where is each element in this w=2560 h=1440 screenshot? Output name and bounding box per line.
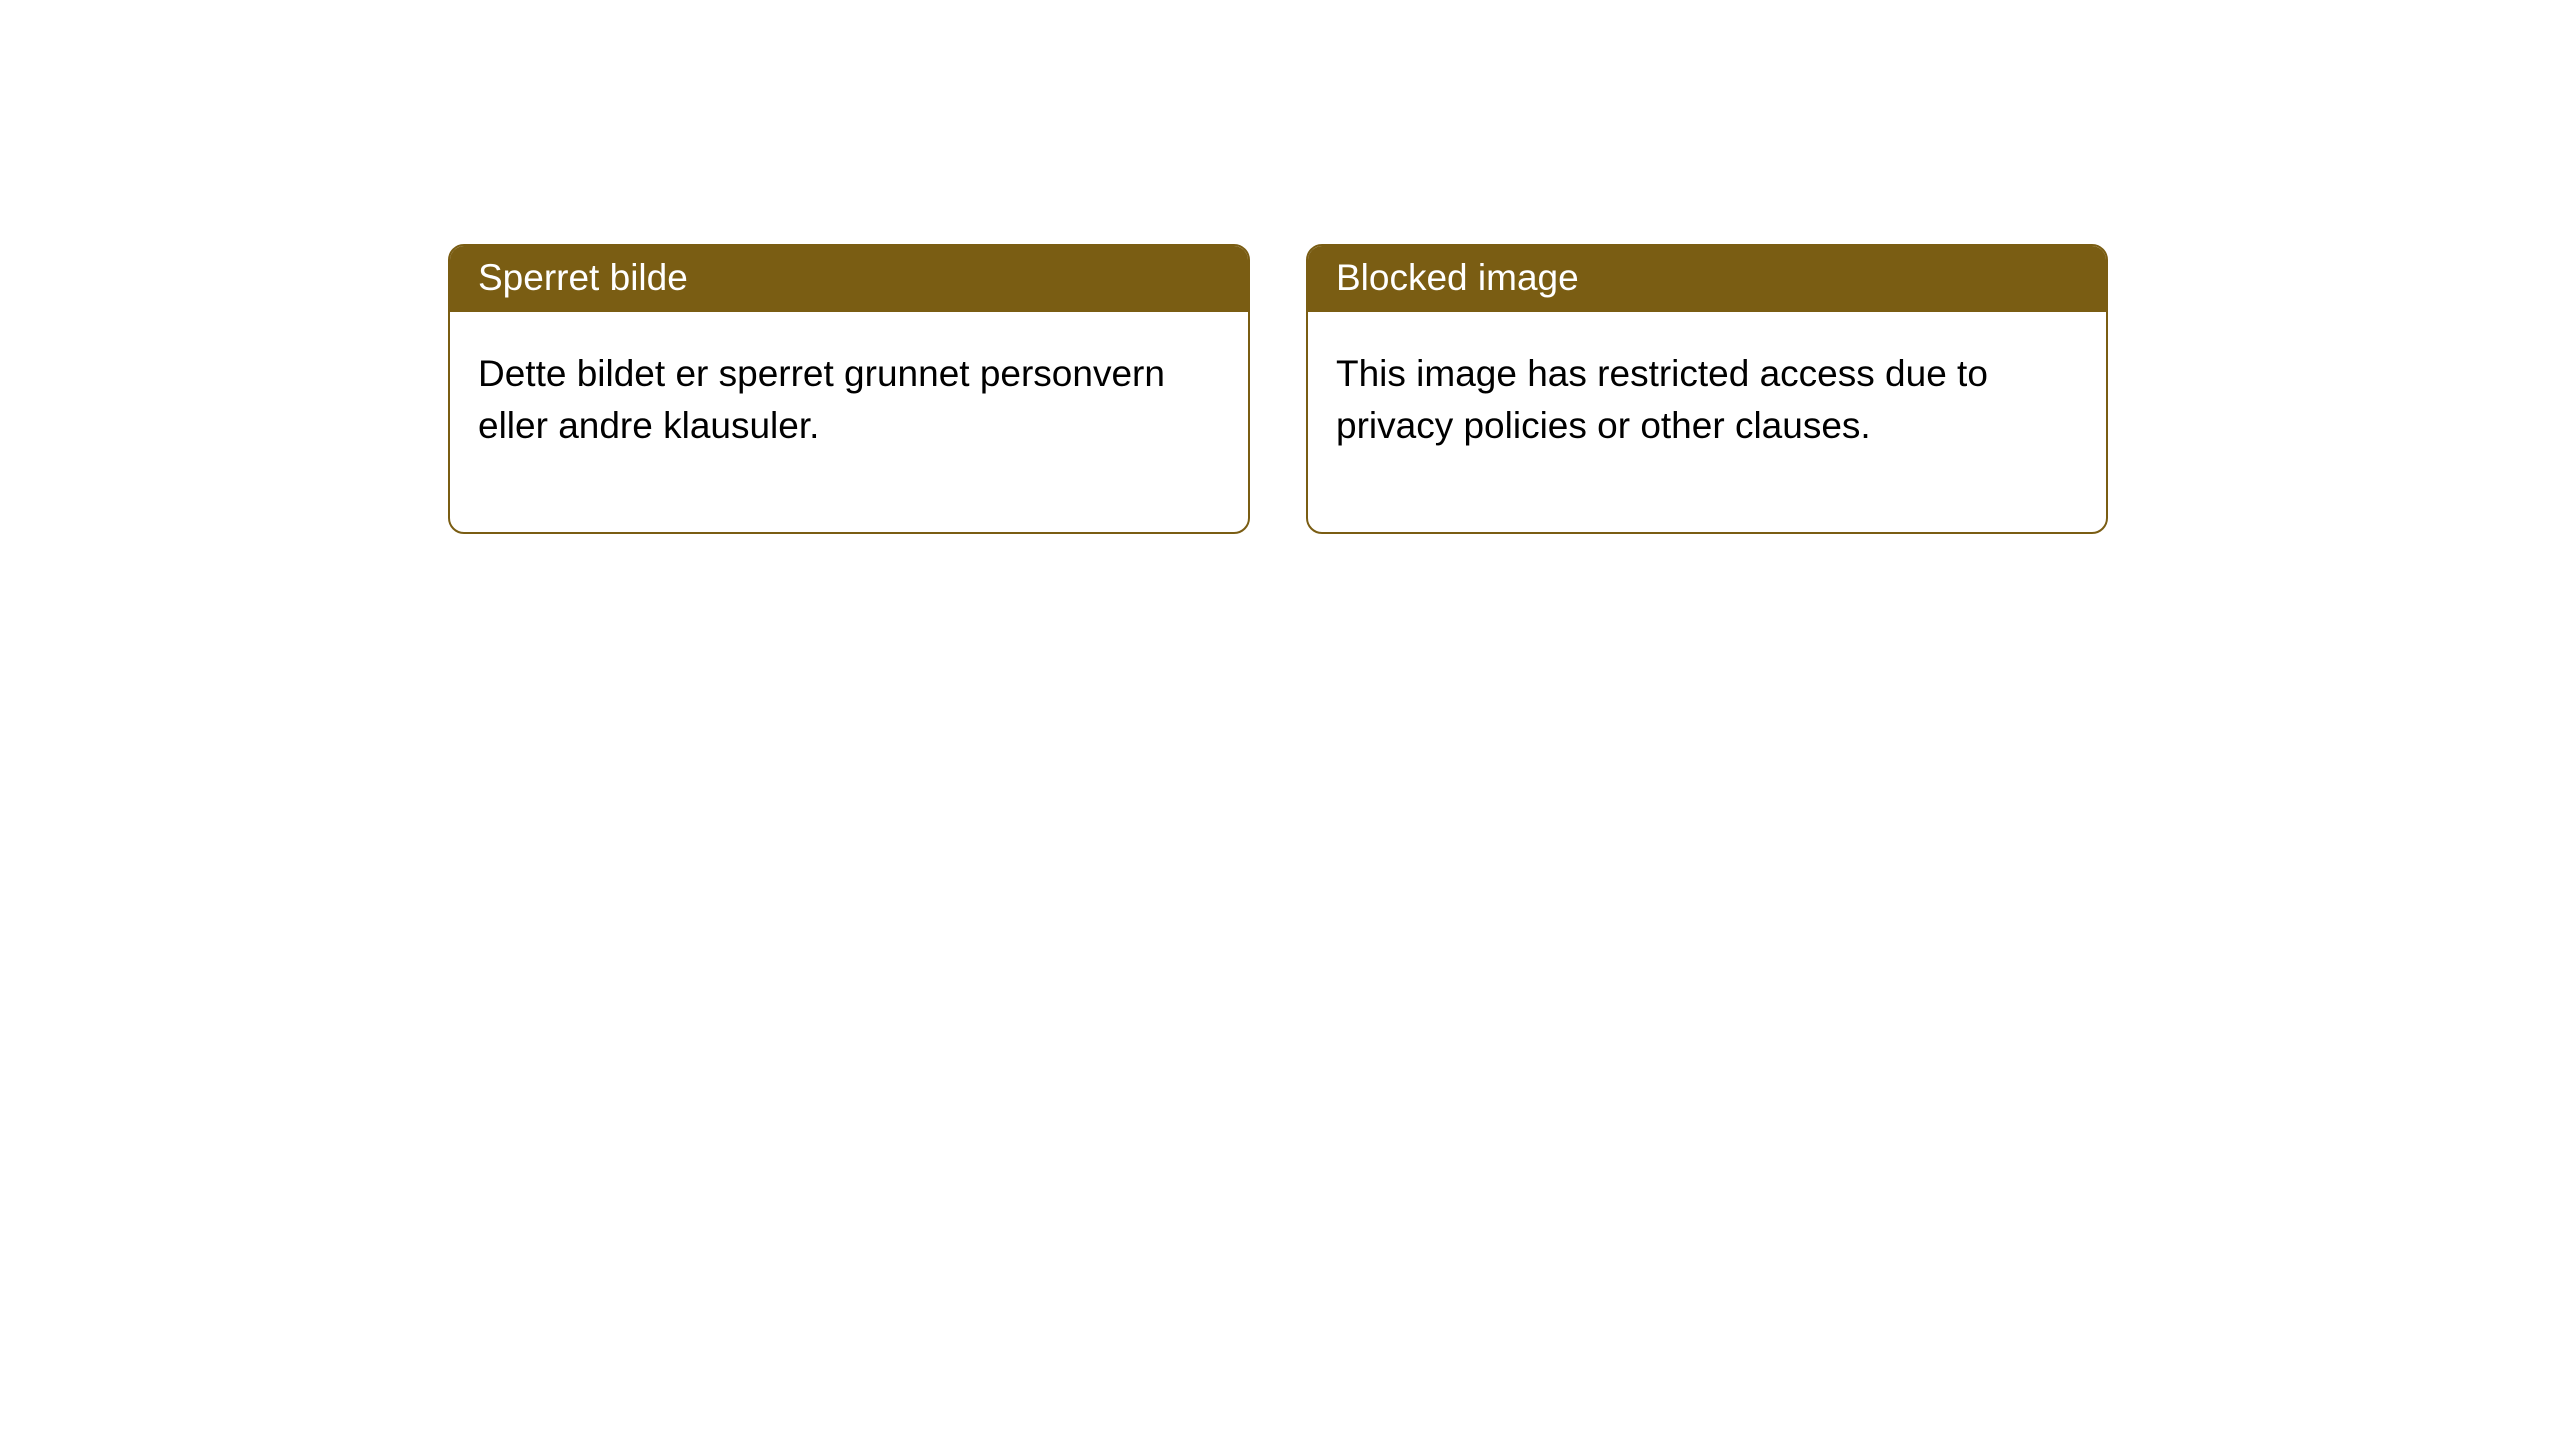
notice-cards-container: Sperret bilde Dette bildet er sperret gr… — [0, 0, 2560, 534]
notice-card-norwegian: Sperret bilde Dette bildet er sperret gr… — [448, 244, 1250, 534]
notice-card-title: Blocked image — [1308, 246, 2106, 312]
notice-card-english: Blocked image This image has restricted … — [1306, 244, 2108, 534]
notice-card-body: Dette bildet er sperret grunnet personve… — [450, 312, 1248, 532]
notice-card-title: Sperret bilde — [450, 246, 1248, 312]
notice-card-body: This image has restricted access due to … — [1308, 312, 2106, 532]
